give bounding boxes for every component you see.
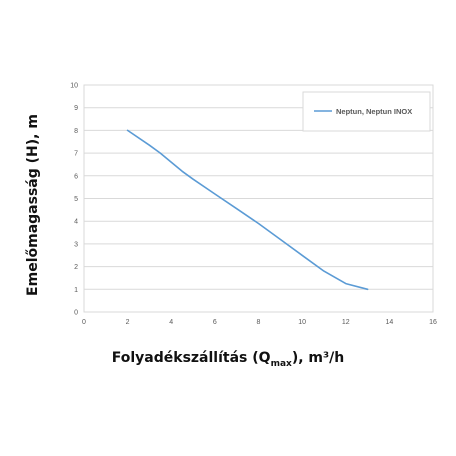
- y-tick-label: 0: [74, 310, 78, 317]
- series-line: [126, 129, 369, 291]
- legend: Neptun, Neptun INOX: [302, 91, 431, 132]
- x-tick-label: 2: [126, 319, 130, 326]
- y-tick-label: 3: [74, 241, 78, 248]
- x-axis-title-tail: ), m³/h: [292, 350, 344, 366]
- x-tick-label: 16: [429, 319, 437, 326]
- y-tick-label: 7: [74, 151, 78, 158]
- y-axis-ticks: 0 1 2 3 4 5 6 7 8 9 10: [70, 83, 78, 317]
- y-tick-label: 6: [74, 173, 78, 180]
- x-axis-title-sub: max: [271, 359, 292, 369]
- x-tick-label: 6: [213, 319, 217, 326]
- x-axis-title: Folyadékszállítás (Qmax), m³/h: [112, 350, 344, 369]
- x-tick-label: 4: [169, 319, 173, 326]
- x-tick-label: 10: [298, 319, 306, 326]
- x-tick-label: 14: [385, 319, 393, 326]
- y-tick-label: 1: [74, 287, 78, 294]
- y-tick-label: 8: [74, 128, 78, 135]
- x-axis-title-main: Folyadékszállítás (Q: [112, 350, 271, 366]
- y-tick-label: 10: [70, 83, 78, 90]
- x-axis-ticks: 0 2 4 6 8 10 12 14 16: [82, 319, 437, 326]
- y-axis-title: Emelőmagasság (H), m: [25, 114, 41, 296]
- series-group: [126, 129, 369, 291]
- y-tick-label: 9: [74, 105, 78, 112]
- x-tick-label: 12: [342, 319, 350, 326]
- legend-label: Neptun, Neptun INOX: [336, 107, 412, 116]
- x-tick-label: 0: [82, 319, 86, 326]
- y-tick-label: 5: [74, 196, 78, 203]
- y-tick-label: 4: [74, 219, 78, 226]
- x-tick-label: 8: [257, 319, 261, 326]
- y-tick-label: 2: [74, 264, 78, 271]
